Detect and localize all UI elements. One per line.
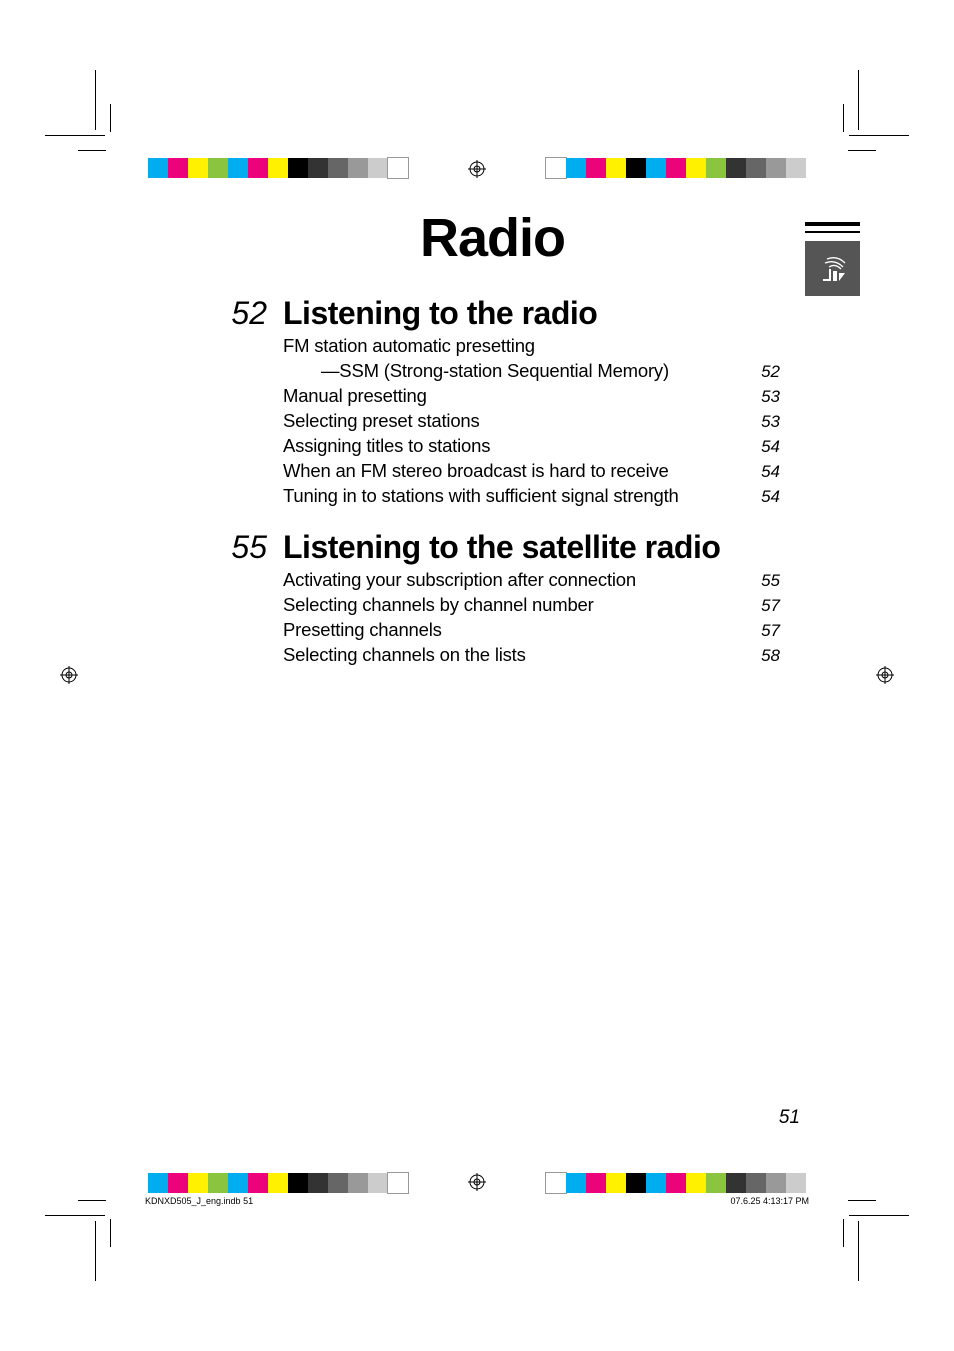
toc-entry-page: 57 bbox=[749, 595, 780, 618]
page-number: 51 bbox=[779, 1107, 800, 1129]
crop-mark bbox=[858, 70, 859, 130]
toc-entry-label: —SSM (Strong-station Sequential Memory) bbox=[283, 359, 669, 384]
toc-entry-list: FM station automatic presetting—SSM (Str… bbox=[283, 334, 780, 509]
crop-mark bbox=[843, 104, 844, 132]
section-title: Listening to the satellite radio bbox=[283, 529, 720, 566]
toc-entry-label: Selecting channels by channel number bbox=[283, 593, 594, 618]
toc-entry-page: 52 bbox=[749, 361, 780, 384]
crop-mark bbox=[843, 1219, 844, 1247]
toc-entry-label: Tuning in to stations with sufficient si… bbox=[283, 484, 679, 509]
toc-entry-page: 54 bbox=[749, 461, 780, 484]
crop-mark bbox=[78, 150, 106, 151]
toc-entry-label: Assigning titles to stations bbox=[283, 434, 490, 459]
footer-timestamp: 07.6.25 4:13:17 PM bbox=[730, 1196, 809, 1206]
toc-entry-label: Selecting preset stations bbox=[283, 409, 480, 434]
satellite-radio-icon bbox=[817, 253, 849, 285]
toc-entry-label: Activating your subscription after conne… bbox=[283, 568, 636, 593]
toc-entry-label: When an FM stereo broadcast is hard to r… bbox=[283, 459, 669, 484]
toc-entry-label: FM station automatic presetting bbox=[283, 334, 535, 359]
toc-entry: Selecting preset stations 53 bbox=[283, 409, 780, 434]
section-number: 52 bbox=[205, 295, 267, 332]
toc-entry: Tuning in to stations with sufficient si… bbox=[283, 484, 780, 509]
toc-entry: Manual presetting 53 bbox=[283, 384, 780, 409]
page-title: Radio bbox=[205, 207, 780, 269]
crop-mark bbox=[858, 1221, 859, 1281]
toc-entry: Selecting channels by channel number 57 bbox=[283, 593, 780, 618]
toc-entry: FM station automatic presetting bbox=[283, 334, 780, 359]
toc-entry-page: 57 bbox=[749, 620, 780, 643]
toc-entry: When an FM stereo broadcast is hard to r… bbox=[283, 459, 780, 484]
tab-icon-box bbox=[805, 241, 860, 296]
toc-entry-page: 54 bbox=[749, 436, 780, 459]
toc-entry: —SSM (Strong-station Sequential Memory) 5… bbox=[283, 359, 780, 384]
page-body: Radio 52 Listening to the radioFM station… bbox=[100, 172, 860, 1184]
toc-entry: Activating your subscription after conne… bbox=[283, 568, 780, 593]
crop-mark bbox=[95, 70, 96, 130]
crop-mark bbox=[110, 1219, 111, 1247]
toc-entry-label: Manual presetting bbox=[283, 384, 427, 409]
crop-mark bbox=[78, 1200, 106, 1201]
crop-mark bbox=[95, 1221, 96, 1281]
toc-entry: Presetting channels 57 bbox=[283, 618, 780, 643]
content-area: Radio 52 Listening to the radioFM station… bbox=[205, 207, 780, 668]
tab-rule bbox=[805, 231, 860, 233]
toc-entry: Assigning titles to stations 54 bbox=[283, 434, 780, 459]
crop-mark bbox=[848, 1200, 876, 1201]
footer-filename: KDNXD505_J_eng.indb 51 bbox=[145, 1196, 253, 1206]
registration-mark-icon bbox=[876, 666, 894, 684]
crop-mark bbox=[45, 135, 105, 136]
section-title: Listening to the radio bbox=[283, 295, 597, 332]
toc-entry-page: 53 bbox=[749, 411, 780, 434]
section-heading: 52 Listening to the radio bbox=[205, 295, 780, 332]
toc-entry-label: Selecting channels on the lists bbox=[283, 643, 526, 668]
toc-entry-page: 58 bbox=[749, 645, 780, 668]
tab-rule bbox=[805, 222, 860, 226]
section-tab bbox=[805, 222, 860, 296]
crop-mark bbox=[110, 104, 111, 132]
section-heading: 55 Listening to the satellite radio bbox=[205, 529, 780, 566]
toc-entry-list: Activating your subscription after conne… bbox=[283, 568, 780, 668]
toc-entry-page: 53 bbox=[749, 386, 780, 409]
registration-mark-icon bbox=[60, 666, 78, 684]
crop-mark bbox=[848, 150, 876, 151]
crop-mark bbox=[45, 1215, 105, 1216]
toc-entry-page: 55 bbox=[749, 570, 780, 593]
crop-mark bbox=[849, 135, 909, 136]
crop-mark bbox=[849, 1215, 909, 1216]
toc-entry: Selecting channels on the lists 58 bbox=[283, 643, 780, 668]
toc-entry-page: 54 bbox=[749, 486, 780, 509]
toc-entry-label: Presetting channels bbox=[283, 618, 442, 643]
section-number: 55 bbox=[205, 529, 267, 566]
